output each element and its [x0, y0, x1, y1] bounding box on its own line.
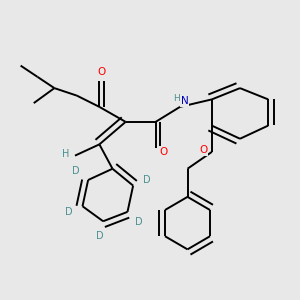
Text: D: D	[96, 231, 104, 241]
Text: N: N	[181, 96, 189, 106]
Text: H: H	[173, 94, 180, 103]
Text: O: O	[97, 68, 105, 77]
Text: O: O	[160, 147, 168, 157]
Text: H: H	[62, 149, 69, 159]
Text: D: D	[65, 207, 73, 217]
Text: D: D	[135, 217, 142, 227]
Text: O: O	[200, 145, 208, 155]
Text: D: D	[143, 175, 151, 185]
Text: D: D	[72, 166, 80, 176]
